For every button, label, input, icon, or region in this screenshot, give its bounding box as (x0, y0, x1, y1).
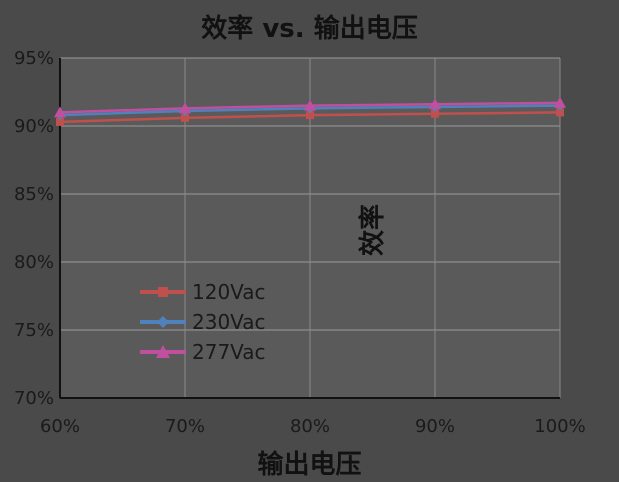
x-tick-label: 90% (415, 416, 455, 437)
x-tick-label: 70% (165, 416, 205, 437)
legend-marker (158, 287, 168, 297)
legend-marker (157, 316, 169, 328)
legend-label: 277Vac (192, 340, 266, 364)
data-point-120vac (556, 108, 564, 117)
x-tick-label: 80% (290, 416, 330, 437)
data-point-120vac (181, 113, 189, 122)
x-axis-label: 输出电压 (257, 450, 362, 480)
y-tick-label: 75% (14, 320, 54, 341)
legend-label: 120Vac (192, 280, 266, 304)
y-tick-label: 80% (14, 252, 54, 273)
x-tick-label: 100% (534, 416, 585, 437)
y-tick-label: 90% (14, 116, 54, 137)
data-point-277vac (429, 98, 441, 110)
y-tick-label: 85% (14, 184, 54, 205)
chart-title: 效率 vs. 输出电压 (201, 14, 418, 44)
legend-label: 230Vac (192, 310, 266, 334)
data-point-277vac (54, 106, 66, 118)
data-point-120vac (306, 111, 314, 120)
data-point-277vac (304, 99, 316, 111)
x-tick-label: 60% (40, 416, 80, 437)
data-point-277vac (179, 102, 191, 114)
data-point-120vac (56, 117, 64, 126)
legend-marker (156, 345, 170, 358)
y-tick-label: 95% (14, 48, 54, 69)
data-point-277vac (554, 96, 566, 108)
data-point-120vac (431, 109, 439, 118)
y-axis-label: 效率 (358, 204, 388, 257)
y-tick-label: 70% (14, 388, 54, 409)
